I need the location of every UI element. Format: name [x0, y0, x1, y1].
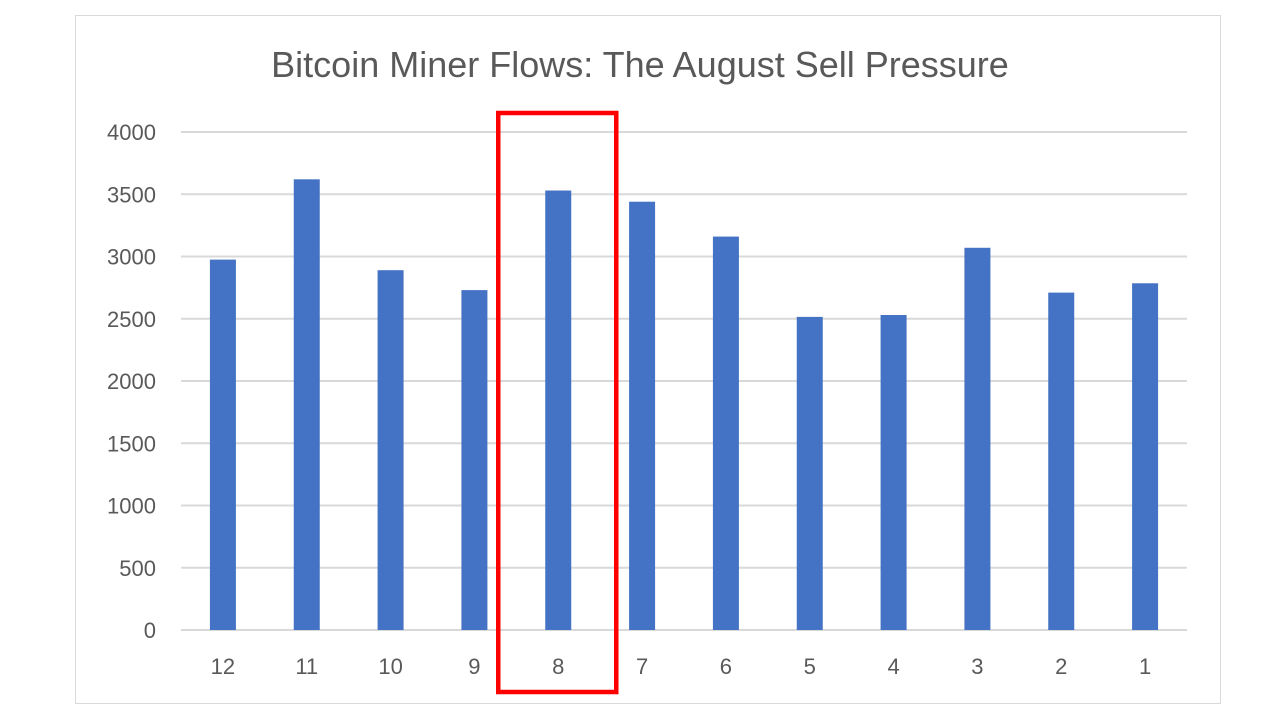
y-tick-label: 2000 — [107, 369, 156, 394]
bar-6 — [712, 236, 739, 630]
x-tick-label: 8 — [552, 654, 564, 679]
y-tick-label: 4000 — [107, 120, 156, 145]
y-tick-label: 2500 — [107, 307, 156, 332]
y-tick-label: 1500 — [107, 431, 156, 456]
bar-9 — [461, 290, 488, 630]
bar-1 — [1132, 283, 1159, 630]
y-tick-label: 3500 — [107, 182, 156, 207]
x-tick-label: 2 — [1055, 654, 1067, 679]
x-tick-label: 5 — [804, 654, 816, 679]
chart-title: Bitcoin Miner Flows: The August Sell Pre… — [271, 44, 1009, 85]
bar-10 — [377, 270, 404, 630]
bar-3 — [964, 247, 991, 630]
chart-frame — [75, 15, 1221, 704]
bar-2 — [1048, 292, 1075, 630]
y-tick-label: 1000 — [107, 494, 156, 519]
x-tick-label: 6 — [720, 654, 732, 679]
bar-11 — [293, 179, 320, 630]
x-tick-label: 3 — [971, 654, 983, 679]
bar-4 — [880, 315, 907, 630]
x-tick-label: 11 — [295, 654, 318, 679]
x-tick-label: 9 — [468, 654, 480, 679]
bar-12 — [209, 259, 236, 630]
x-tick-label: 4 — [887, 654, 899, 679]
x-tick-label: 10 — [378, 654, 402, 679]
x-tick-label: 12 — [211, 654, 235, 679]
bar-8 — [545, 190, 572, 630]
highlight-box — [496, 110, 619, 695]
y-tick-label: 0 — [144, 618, 156, 643]
x-tick-label: 1 — [1139, 654, 1151, 679]
bar-7 — [629, 201, 656, 630]
y-tick-label: 500 — [119, 556, 156, 581]
x-tick-label: 7 — [636, 654, 648, 679]
y-tick-label: 3000 — [107, 245, 156, 270]
bar-5 — [796, 316, 823, 630]
